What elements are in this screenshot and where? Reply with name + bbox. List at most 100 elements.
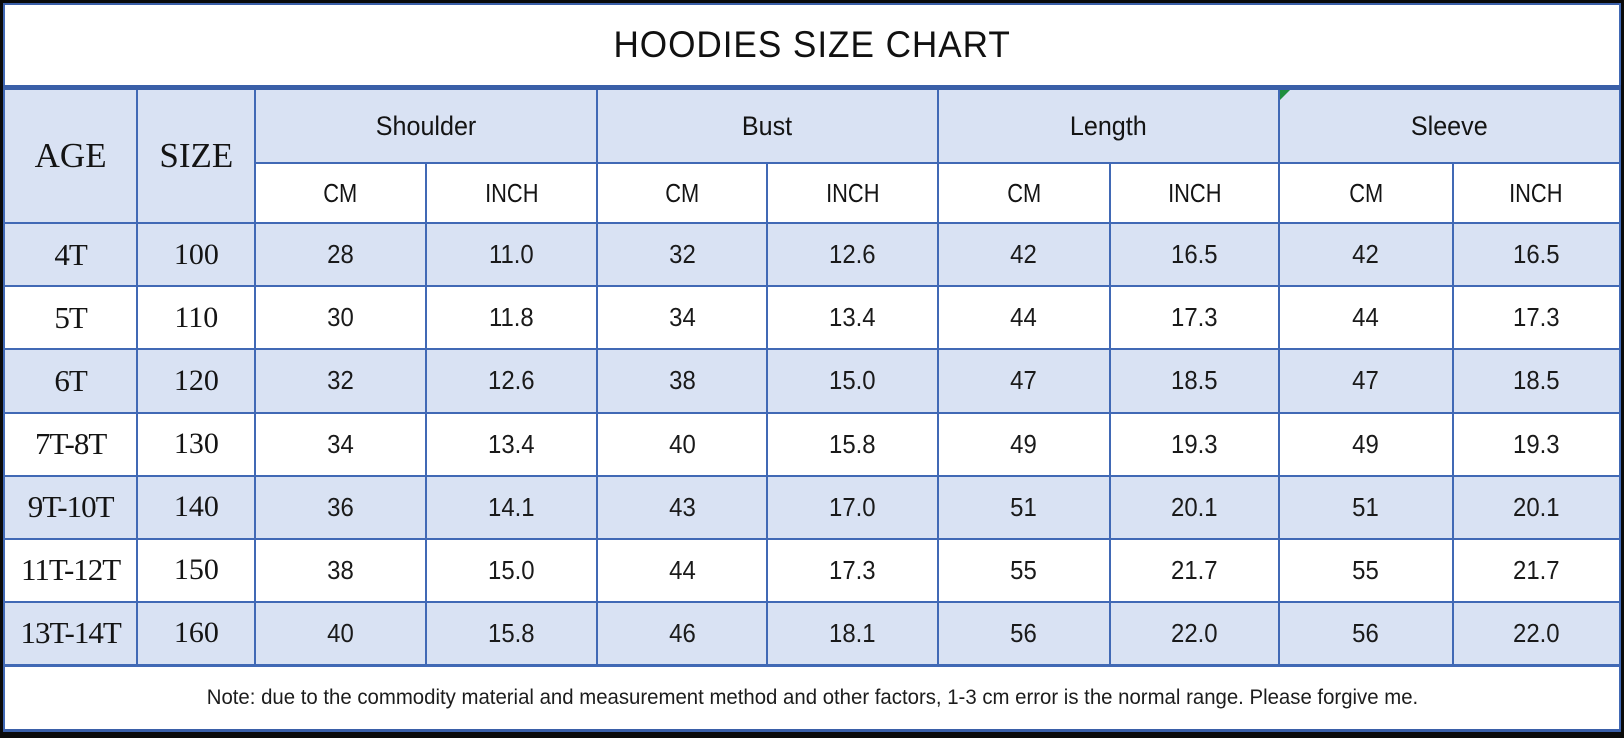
sleeve-label: Sleeve [1411,110,1489,141]
value-cell: 15.8 [766,411,939,477]
value-cell: 17.3 [1108,285,1281,351]
age-cell: 11T-12T [3,537,139,603]
value-cell: 42 [1278,222,1454,288]
title-row: HOODIES SIZE CHART [3,3,1621,91]
size-header-label: SIZE [159,136,234,176]
value-cell: 11.8 [424,285,599,351]
value-cell: 20.1 [1451,474,1621,540]
value-cell: 47 [936,348,1111,414]
age-cell: 6T [3,348,139,414]
value-cell: 55 [1278,537,1454,603]
size-cell: 140 [136,474,257,540]
size-cell: 130 [136,411,257,477]
unit-length-inch: INCH [1108,162,1281,225]
value-cell: 20.1 [1108,474,1281,540]
value-cell: 12.6 [424,348,599,414]
value-cell: 40 [596,411,769,477]
value-cell: 44 [936,285,1111,351]
value-cell: 13.4 [424,411,599,477]
value-cell: 17.3 [1451,285,1621,351]
value-cell: 13.4 [766,285,939,351]
value-cell: 51 [1278,474,1454,540]
header-group-row: AGE SIZE Shoulder Bust Length Sleeve [3,86,1621,225]
value-cell: 19.3 [1108,411,1281,477]
size-cell: 100 [136,222,257,288]
value-cell: 36 [254,474,427,540]
value-cell: 11.0 [424,222,599,288]
age-cell: 7T-8T [3,411,139,477]
length-label: Length [1070,110,1147,141]
value-cell: 15.0 [766,348,939,414]
unit-sleeve-inch: INCH [1451,162,1621,225]
bust-label: Bust [742,110,793,141]
unit-length-cm: CM [936,162,1111,225]
value-cell: 34 [254,411,427,477]
age-cell: 5T [3,285,139,351]
value-cell: 18.5 [1451,348,1621,414]
table-row: 7T-8T 130 34 13.4 40 15.8 49 19.3 49 19.… [3,411,1621,477]
value-cell: 15.8 [424,600,599,667]
table-row: 13T-14T 160 40 15.8 46 18.1 56 22.0 56 2… [3,600,1621,667]
note-cell: Note: due to the commodity material and … [3,663,1621,732]
unit-shoulder-inch: INCH [424,162,599,225]
unit-bust-inch: INCH [766,162,939,225]
size-header-cell: SIZE [136,86,257,225]
size-cell: 110 [136,285,257,351]
group-header-length: Length [936,86,1281,165]
age-cell: 13T-14T [3,600,139,667]
green-corner-flag-icon [1281,90,1291,101]
value-cell: 32 [254,348,427,414]
value-cell: 38 [596,348,769,414]
value-cell: 38 [254,537,427,603]
group-header-bust: Bust [596,86,939,165]
table-row: 9T-10T 140 36 14.1 43 17.0 51 20.1 51 20… [3,474,1621,540]
value-cell: 18.1 [766,600,939,667]
age-cell: 4T [3,222,139,288]
table-row: 5T 110 30 11.8 34 13.4 44 17.3 44 17.3 [3,285,1621,351]
value-cell: 56 [936,600,1111,667]
size-cell: 160 [136,600,257,667]
value-cell: 22.0 [1451,600,1621,667]
table-row: 4T 100 28 11.0 32 12.6 42 16.5 42 16.5 [3,222,1621,288]
age-header-label: AGE [34,136,107,176]
value-cell: 47 [1278,348,1454,414]
chart-title-cell: HOODIES SIZE CHART [3,3,1621,91]
size-chart-table: HOODIES SIZE CHART AGE SIZE Shoulder Bus… [3,3,1621,732]
unit-bust-cm: CM [596,162,769,225]
value-cell: 17.3 [766,537,939,603]
age-cell: 9T-10T [3,474,139,540]
value-cell: 49 [1278,411,1454,477]
value-cell: 14.1 [424,474,599,540]
value-cell: 32 [596,222,769,288]
value-cell: 16.5 [1108,222,1281,288]
value-cell: 51 [936,474,1111,540]
value-cell: 46 [596,600,769,667]
size-cell: 120 [136,348,257,414]
value-cell: 18.5 [1108,348,1281,414]
shoulder-label: Shoulder [375,110,477,141]
value-cell: 28 [254,222,427,288]
value-cell: 44 [1278,285,1454,351]
chart-title: HOODIES SIZE CHART [613,24,1011,66]
unit-shoulder-cm: CM [254,162,427,225]
group-header-shoulder: Shoulder [254,86,599,165]
value-cell: 15.0 [424,537,599,603]
value-cell: 34 [596,285,769,351]
value-cell: 21.7 [1108,537,1281,603]
value-cell: 16.5 [1451,222,1621,288]
unit-sleeve-cm: CM [1278,162,1454,225]
value-cell: 30 [254,285,427,351]
unit-header-row: CM INCH CM INCH CM INCH CM INCH [4,162,1621,225]
table-row: 11T-12T 150 38 15.0 44 17.3 55 21.7 55 2… [3,537,1621,603]
value-cell: 17.0 [766,474,939,540]
value-cell: 19.3 [1451,411,1621,477]
value-cell: 40 [254,600,427,667]
age-header-cell: AGE [3,86,139,225]
value-cell: 21.7 [1451,537,1621,603]
value-cell: 56 [1278,600,1454,667]
size-cell: 150 [136,537,257,603]
table-row: 6T 120 32 12.6 38 15.0 47 18.5 47 18.5 [3,348,1621,414]
value-cell: 22.0 [1108,600,1281,667]
value-cell: 49 [936,411,1111,477]
